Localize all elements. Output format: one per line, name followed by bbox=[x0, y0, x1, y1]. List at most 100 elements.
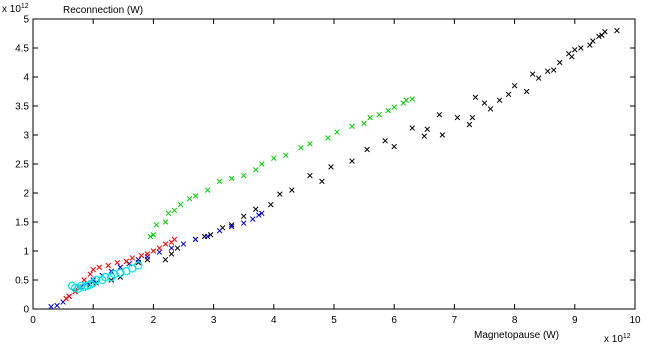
data-point bbox=[587, 42, 593, 48]
data-point bbox=[216, 178, 223, 185]
data-point bbox=[385, 107, 391, 114]
data-point bbox=[466, 121, 473, 128]
data-point bbox=[63, 295, 69, 302]
data-point bbox=[590, 38, 596, 44]
data-point bbox=[156, 249, 163, 255]
y-tick-label: 3.5 bbox=[15, 102, 29, 113]
data-point bbox=[599, 32, 605, 38]
data-point bbox=[180, 241, 187, 247]
data-point bbox=[240, 172, 247, 179]
axis-ticks: 0 1 2 3 4 5 6 7 8 9 10 0 0.5 1 1.5 2 2.5 3 3.5 4 4.5 5 bbox=[15, 15, 641, 327]
y-tick-label: 2.5 bbox=[15, 160, 29, 171]
data-point bbox=[391, 104, 397, 110]
data-point bbox=[325, 135, 331, 141]
x-axis-label: Magnetopause (W) bbox=[474, 330, 559, 341]
data-point bbox=[307, 172, 313, 179]
data-point bbox=[454, 114, 461, 121]
data-point bbox=[361, 120, 367, 127]
data-point bbox=[439, 132, 446, 138]
data-point bbox=[424, 126, 431, 132]
data-point bbox=[174, 245, 181, 251]
data-point bbox=[186, 196, 193, 202]
x-tick-label: 8 bbox=[512, 315, 518, 326]
data-point bbox=[469, 114, 476, 121]
data-point bbox=[349, 158, 355, 164]
data-point bbox=[138, 252, 145, 259]
data-point bbox=[255, 212, 262, 218]
x-tick-label: 5 bbox=[331, 315, 337, 326]
data-point bbox=[177, 201, 184, 208]
data-point bbox=[249, 216, 256, 222]
y-tick-label: 0.5 bbox=[15, 276, 29, 287]
data-point bbox=[400, 100, 406, 106]
data-point bbox=[596, 33, 602, 40]
data-point bbox=[204, 233, 211, 240]
data-point bbox=[105, 262, 112, 269]
data-point bbox=[436, 111, 443, 118]
x-tick-label: 3 bbox=[211, 315, 217, 326]
data-point bbox=[228, 223, 235, 230]
x-tick-label: 10 bbox=[629, 315, 641, 326]
data-point bbox=[367, 114, 373, 121]
data-point bbox=[162, 219, 169, 225]
data-point bbox=[268, 201, 274, 208]
x-tick-label: 7 bbox=[452, 315, 458, 326]
data-point bbox=[289, 187, 295, 193]
data-point bbox=[334, 129, 340, 135]
data-point bbox=[48, 303, 54, 310]
data-point bbox=[96, 264, 102, 270]
data-point bbox=[228, 222, 235, 228]
data-point bbox=[192, 236, 199, 243]
data-point bbox=[207, 232, 214, 238]
data-point bbox=[135, 256, 142, 263]
data-point bbox=[544, 68, 551, 74]
data-point bbox=[168, 251, 175, 257]
y-tick-label: 2 bbox=[23, 189, 29, 200]
data-point bbox=[81, 277, 87, 283]
data-point bbox=[472, 94, 479, 101]
y-tick-label: 4 bbox=[23, 73, 29, 84]
data-point bbox=[204, 187, 211, 193]
data-point bbox=[252, 167, 259, 173]
data-point bbox=[162, 256, 169, 263]
x-scale-label: x 1012 bbox=[604, 333, 631, 345]
data-point bbox=[87, 271, 93, 277]
data-point bbox=[240, 213, 247, 219]
y-tick-label: 1.5 bbox=[15, 218, 29, 229]
data-point bbox=[216, 227, 223, 234]
data-point bbox=[421, 133, 428, 139]
data-point bbox=[566, 51, 572, 57]
data-point bbox=[481, 100, 488, 106]
data-point bbox=[409, 125, 416, 131]
data-point bbox=[123, 258, 130, 265]
data-point bbox=[523, 88, 530, 95]
data-point bbox=[240, 220, 247, 226]
data-point bbox=[165, 210, 172, 217]
data-point bbox=[162, 241, 169, 247]
data-point bbox=[496, 97, 503, 103]
data-point bbox=[150, 248, 157, 254]
data-point bbox=[487, 106, 494, 112]
data-point bbox=[107, 272, 116, 282]
data-point bbox=[529, 71, 536, 77]
data-point bbox=[535, 75, 542, 81]
data-point bbox=[147, 233, 154, 240]
data-point bbox=[153, 222, 160, 228]
data-point bbox=[122, 267, 131, 276]
data-point bbox=[252, 206, 259, 212]
data-point bbox=[376, 111, 382, 118]
data-point bbox=[54, 302, 60, 309]
data-point bbox=[90, 266, 96, 273]
y-tick-label: 5 bbox=[23, 15, 29, 26]
data-point bbox=[556, 59, 563, 66]
data-point bbox=[614, 27, 620, 34]
data-point bbox=[144, 251, 151, 257]
data-point bbox=[98, 275, 107, 285]
data-point bbox=[307, 140, 313, 147]
data-point bbox=[328, 164, 334, 170]
y-axis-label: Reconnection (W) bbox=[63, 5, 143, 16]
y-scale-label: x 1012 bbox=[2, 3, 29, 15]
data-point bbox=[108, 277, 115, 283]
x-tick-label: 0 bbox=[30, 315, 36, 326]
